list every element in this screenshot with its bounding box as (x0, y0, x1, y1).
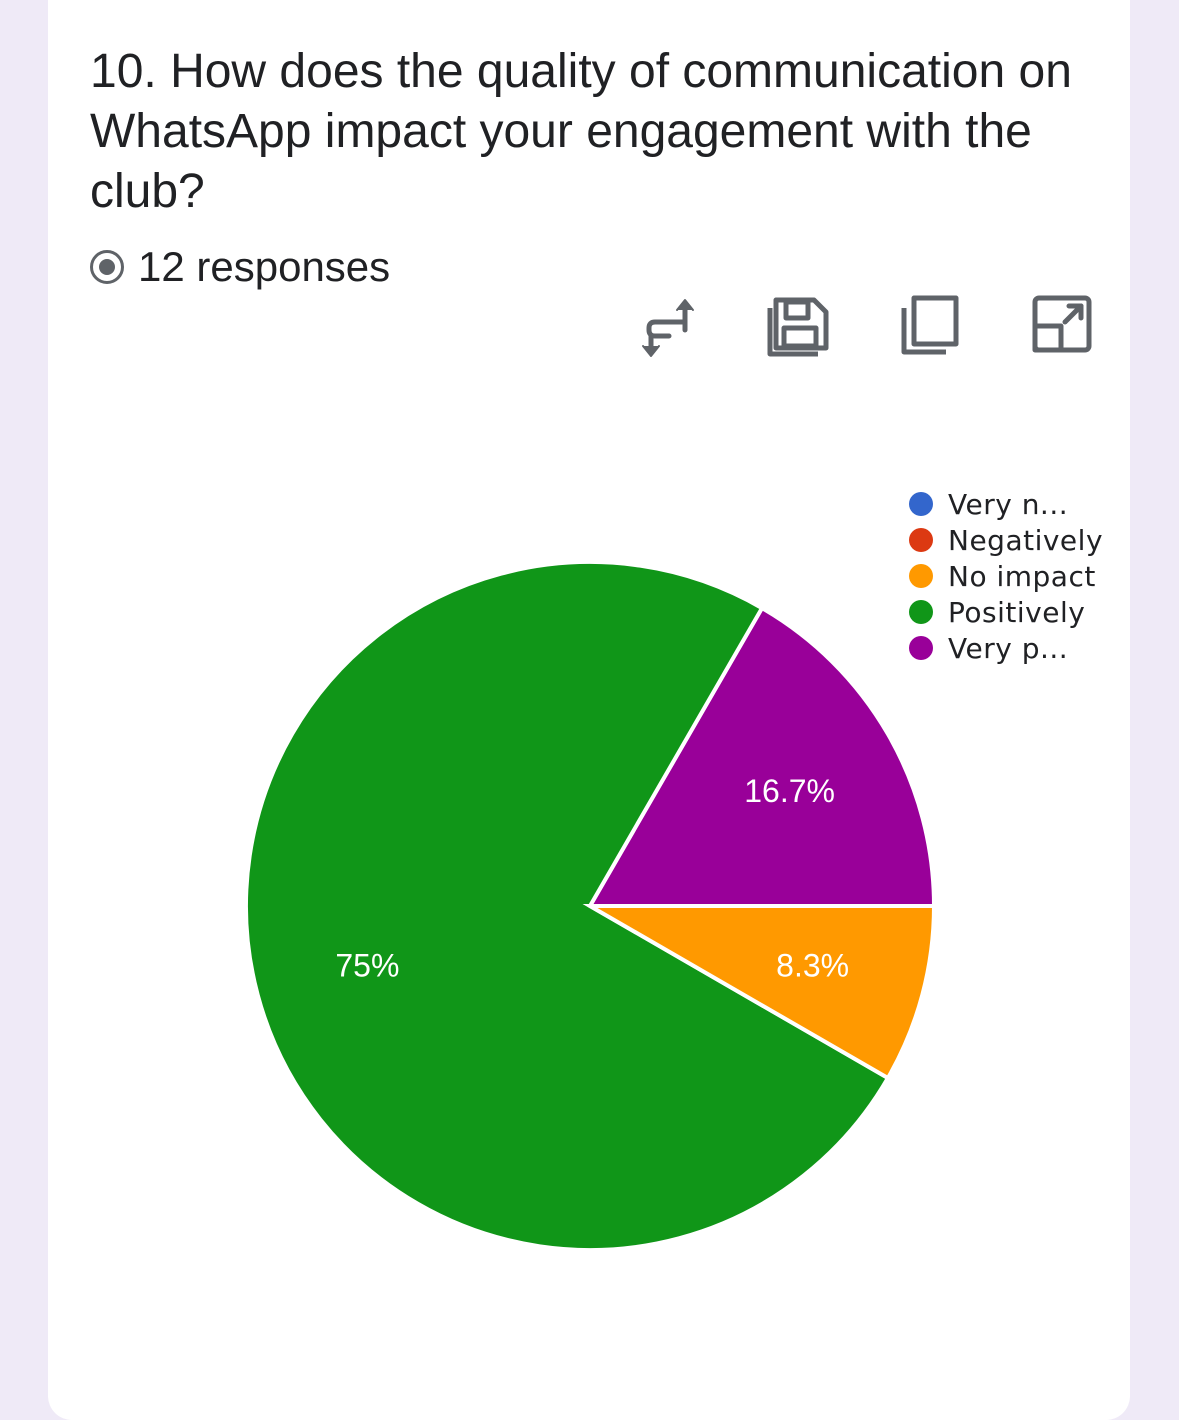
pie-slice-no-impact[interactable] (582, 904, 937, 1081)
legend-label: Very n... (948, 488, 1068, 521)
pie-slices (244, 560, 937, 1252)
legend-marker (909, 564, 933, 588)
pie-slice-very-p[interactable] (586, 605, 937, 908)
response-summary: 12 responses (90, 240, 390, 294)
legend-label: Negatively (948, 524, 1103, 557)
slice-data-label: 75% (335, 948, 399, 984)
save-icon[interactable] (766, 290, 832, 360)
legend-marker (909, 600, 933, 624)
legend-marker (909, 528, 933, 552)
radio-icon (90, 250, 124, 284)
legend-label: Very p... (948, 632, 1068, 665)
slice-data-label: 8.3% (776, 948, 849, 984)
pie-slice-positively[interactable] (244, 560, 891, 1252)
slice-labels: 16.7% 75% 8.3% (335, 773, 849, 984)
question-title: 10. How does the quality of communicatio… (90, 45, 1072, 218)
legend-marker (909, 492, 933, 516)
slice-data-label: 16.7% (744, 773, 835, 809)
response-count: 12 responses (138, 243, 391, 290)
legend-marker (909, 636, 933, 660)
expand-icon[interactable] (1029, 290, 1095, 360)
swap-icon[interactable] (635, 290, 701, 360)
legend-label: No impact (948, 560, 1096, 593)
legend-label: Positively (948, 596, 1085, 629)
copy-icon[interactable] (898, 290, 964, 360)
